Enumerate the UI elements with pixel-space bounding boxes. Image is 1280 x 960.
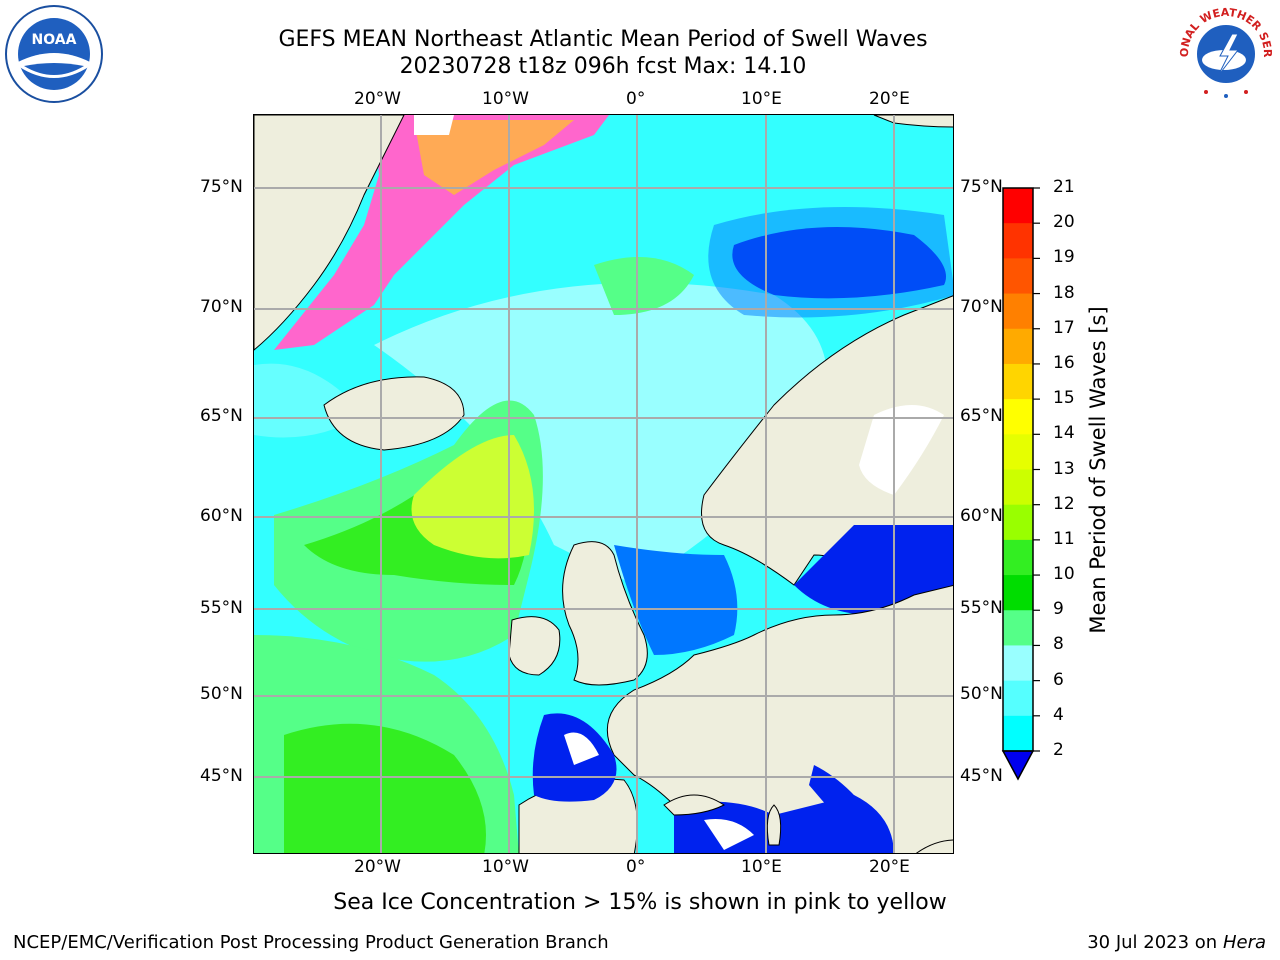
swell-10-11s-biscay-region — [284, 723, 486, 853]
colorbar-block — [1003, 469, 1033, 506]
sea-ice-region — [274, 115, 609, 350]
ice-white-patch — [414, 115, 454, 135]
lon-label-bottom: 0° — [626, 857, 646, 877]
colorbar-tick-label: 19 — [1053, 247, 1075, 268]
chart-title: GEFS MEAN Northeast Atlantic Mean Period… — [278, 27, 928, 52]
colorbar-block — [1003, 188, 1033, 224]
colorbar-tick-label: 6 — [1053, 669, 1064, 690]
colorbar-tick-label: 11 — [1053, 528, 1075, 549]
great-britain-land — [562, 541, 648, 686]
colorbar-block — [1003, 399, 1033, 435]
colorbar-tick-label: 13 — [1053, 458, 1075, 479]
colorbar-title: Mean Period of Swell Waves [s] — [1086, 306, 1110, 634]
lat-label-left: 75°N — [200, 177, 243, 197]
lat-label-left: 45°N — [200, 766, 243, 786]
lat-label-right: 55°N — [960, 598, 1003, 618]
colorbar-block — [1003, 715, 1033, 752]
colorbar-block — [1003, 539, 1033, 576]
graticule — [254, 115, 953, 853]
chart-subtitle: 20230728 t18z 096h fcst Max: 14.10 — [399, 54, 807, 79]
corsica-land — [766, 804, 782, 846]
noaa-logo: NOAA — [5, 5, 103, 103]
swell-2-4s-adriatic-region — [809, 765, 884, 845]
colorbar-tick-label: 16 — [1053, 352, 1075, 373]
colorbar-tick-label: 15 — [1053, 388, 1075, 409]
colorbar-tick-label: 20 — [1053, 212, 1075, 233]
lon-label-top: 0° — [626, 89, 646, 109]
lon-label-bottom: 20°W — [354, 857, 401, 877]
lat-label-left: 70°N — [200, 297, 243, 317]
lat-label-right: 75°N — [960, 177, 1003, 197]
sea-ice-note-text: Sea Ice Concentration > 15% is shown in … — [333, 890, 947, 915]
lat-label-right: 45°N — [960, 766, 1003, 786]
nws-logo: NATIONAL WEATHER SERVICE — [1176, 4, 1274, 102]
balkan-coast-land — [915, 839, 953, 853]
lon-label-bottom: 10°W — [482, 857, 529, 877]
swell-4-6s-barents-region — [708, 207, 953, 318]
colorbar-block — [1003, 645, 1033, 682]
greenland-land — [254, 115, 405, 351]
lon-label-top: 20°W — [354, 89, 401, 109]
swell-period-map — [254, 115, 953, 853]
north-africa-land — [663, 794, 725, 816]
colorbar-block — [1003, 293, 1033, 330]
sea-ice-high-region — [414, 120, 574, 195]
med-white-patch — [704, 819, 754, 850]
colorbar-tick-label: 2 — [1053, 740, 1064, 760]
colorbar-tick-label: 10 — [1053, 564, 1075, 585]
colorbar-tick-label: 4 — [1053, 704, 1064, 725]
lat-label-left: 55°N — [200, 598, 243, 618]
footer-date: 30 Jul 2023 on Hera — [1087, 932, 1266, 953]
sea-ice-note: Sea Ice Concentration > 15% is shown in … — [0, 890, 1280, 915]
lon-label-top: 10°W — [482, 89, 529, 109]
footer-host: Hera — [1222, 932, 1266, 953]
colorbar-tick-label: 12 — [1053, 493, 1075, 514]
lat-label-left: 50°N — [200, 684, 243, 704]
swell-9-10s-norwegian-region — [594, 257, 694, 315]
lon-label-top: 10°E — [741, 89, 782, 109]
lon-label-top: 20°E — [869, 89, 910, 109]
colorbar-extend-triangle — [1001, 750, 1035, 781]
colorbar-tick-label: 14 — [1053, 423, 1075, 444]
lat-label-left: 65°N — [200, 406, 243, 426]
swell-2-4s-baltic-region — [794, 525, 953, 615]
lat-label-right: 70°N — [960, 297, 1003, 317]
colorbar-tick-label: 17 — [1053, 317, 1075, 338]
biscay-white-patch — [564, 732, 599, 765]
ireland-land — [508, 616, 561, 676]
lat-label-right: 50°N — [960, 684, 1003, 704]
lat-label-left: 60°N — [200, 506, 243, 526]
colorbar-block — [1003, 223, 1033, 259]
colorbar-tick-label: 8 — [1053, 634, 1064, 655]
swell-4-6s-northsea-region — [614, 545, 738, 655]
colorbar-block — [1003, 680, 1033, 717]
footer-credit: NCEP/EMC/Verification Post Processing Pr… — [13, 932, 609, 953]
colorbar — [1001, 187, 1040, 781]
noaa-logo-text: NOAA — [32, 32, 77, 48]
colorbar-tick-label: 9 — [1053, 599, 1064, 620]
colorbar-block — [1003, 610, 1033, 646]
iceland-land — [323, 376, 465, 451]
colorbar-block — [1003, 363, 1033, 400]
colorbar-block — [1003, 434, 1033, 470]
lon-label-bottom: 20°E — [869, 857, 910, 877]
colorbar-block — [1003, 258, 1033, 295]
map-panel — [253, 114, 954, 854]
lon-label-bottom: 10°E — [741, 857, 782, 877]
bothnia-ice-white — [859, 405, 944, 495]
colorbar-block — [1003, 504, 1033, 541]
lat-label-right: 60°N — [960, 506, 1003, 526]
swell-12-13s-region — [411, 435, 534, 559]
colorbar-block — [1003, 328, 1033, 365]
colorbar-tick-label: 18 — [1053, 282, 1075, 303]
colorbar-tick-label: 21 — [1053, 177, 1075, 197]
lat-label-right: 65°N — [960, 406, 1003, 426]
footer-date-text: 30 Jul 2023 on — [1087, 932, 1223, 953]
colorbar-block — [1003, 575, 1033, 611]
